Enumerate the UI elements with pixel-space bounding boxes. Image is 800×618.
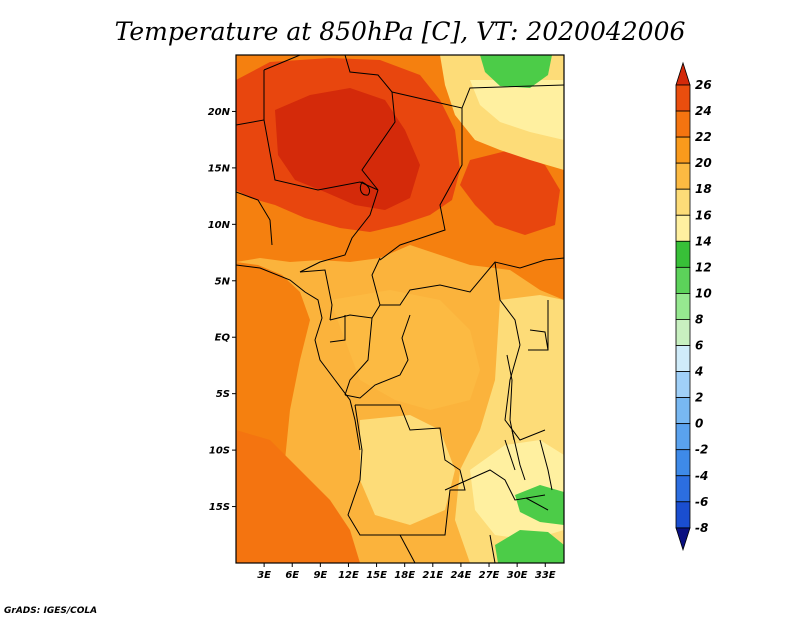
credit-label: GrADS: IGES/COLA xyxy=(4,606,97,616)
lat-tick-label: 5N xyxy=(215,276,231,287)
lon-tick-label: 6E xyxy=(285,570,299,581)
lon-tick-label: 18E xyxy=(394,570,415,581)
lon-tick-label: 33E xyxy=(535,570,556,581)
latitude-axis: 20N 15N 10N 5N EQ 5S 10S 15S xyxy=(208,107,236,513)
region-zimbabwe-green xyxy=(495,530,564,563)
region-angola-pale xyxy=(360,415,455,525)
lon-tick-label: 15E xyxy=(366,570,387,581)
colorbar-label: 18 xyxy=(695,182,712,196)
colorbar-swatch xyxy=(675,475,691,503)
colorbar-label: -2 xyxy=(695,443,708,457)
lon-tick-label: 21E xyxy=(422,570,443,581)
lat-tick-label: 15N xyxy=(208,163,231,174)
colorbar-min-triangle xyxy=(675,527,691,552)
map-title: Temperature at 850hPa [C], VT: 202004200… xyxy=(115,17,686,46)
lon-tick-label: 12E xyxy=(338,570,359,581)
lakes xyxy=(359,181,553,491)
colorbar-swatch xyxy=(675,84,691,112)
lat-tick-label: 20N xyxy=(208,107,231,118)
colorbar-label: 8 xyxy=(695,312,703,326)
colorbar-swatch xyxy=(675,319,691,346)
lon-tick-label: 9E xyxy=(313,570,327,581)
lon-tick-label: 30E xyxy=(507,570,528,581)
region-chad-core xyxy=(275,88,420,210)
colorbar-label: 14 xyxy=(695,234,712,248)
colorbar-swatch xyxy=(675,371,691,398)
colorbar-swatch xyxy=(675,345,691,372)
colorbar-label: 20 xyxy=(695,156,712,170)
colorbar-label: 12 xyxy=(695,260,712,274)
colorbar-max-triangle xyxy=(675,61,691,86)
colorbar-label: 16 xyxy=(695,208,712,222)
lat-tick-label: 15S xyxy=(209,502,230,513)
colorbar-label: 6 xyxy=(695,339,703,353)
lat-tick-label: 10N xyxy=(208,220,231,231)
colorbar-label: 24 xyxy=(695,104,712,118)
lon-tick-label: 27E xyxy=(479,570,500,581)
lat-tick-label: EQ xyxy=(215,333,231,344)
colorbar-swatch xyxy=(675,214,691,242)
region-ethiopia-green xyxy=(480,55,552,88)
coastline xyxy=(236,264,361,451)
region-southern-hot xyxy=(236,430,360,563)
colorbar-swatch xyxy=(675,292,691,320)
colorbar-label: -8 xyxy=(695,521,708,535)
colorbar-label: -4 xyxy=(695,469,708,483)
colorbar-label: 2 xyxy=(695,391,703,405)
lat-tick-label: 5S xyxy=(216,389,230,400)
map-frame xyxy=(235,54,565,564)
colorbar-swatch xyxy=(675,423,691,451)
colorbar-label: -6 xyxy=(695,495,708,509)
colorbar-swatch xyxy=(675,188,691,216)
colorbar-swatch xyxy=(675,240,691,268)
region-ne-light xyxy=(470,80,564,140)
colorbar-swatch xyxy=(675,266,691,294)
colorbar-label: 10 xyxy=(695,286,712,300)
colorbar-swatch xyxy=(675,162,691,190)
colorbar-swatch xyxy=(675,110,691,138)
colorbar-swatch xyxy=(675,449,691,477)
lat-tick-label: 10S xyxy=(209,446,230,457)
colorbar-label: 0 xyxy=(695,417,703,431)
colorbar-label: 22 xyxy=(695,130,712,144)
longitude-axis: 3E 6E 9E 12E 15E 18E 21E 24E 27E 30E 33E xyxy=(257,563,556,581)
lon-tick-label: 24E xyxy=(451,570,472,581)
colorbar-swatch xyxy=(675,501,691,529)
temperature-map xyxy=(235,54,565,564)
colorbar-label: 4 xyxy=(694,365,703,379)
colorbar-label: 26 xyxy=(695,78,712,92)
colorbar-swatch xyxy=(675,136,691,164)
region-east-sudan xyxy=(460,150,560,235)
lon-tick-label: 3E xyxy=(257,570,271,581)
colorbar-swatch xyxy=(675,397,691,425)
